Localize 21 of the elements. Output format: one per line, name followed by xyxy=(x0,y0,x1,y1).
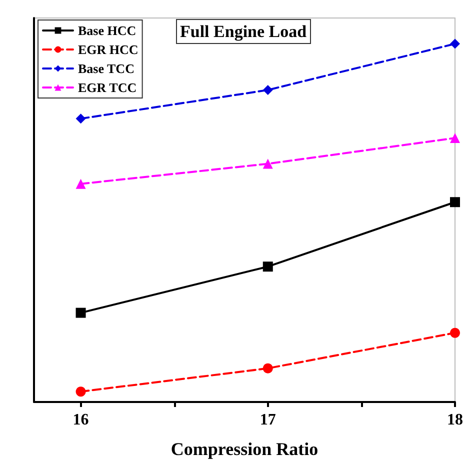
legend-label: Base TCC xyxy=(78,61,134,76)
point xyxy=(76,178,86,189)
x-axis-title: Compression Ratio xyxy=(170,439,318,459)
point xyxy=(76,386,86,397)
point xyxy=(76,308,86,318)
point xyxy=(262,85,273,95)
point xyxy=(450,133,460,143)
legend-label: EGR TCC xyxy=(78,80,137,95)
x-tick-label: 16 xyxy=(72,412,89,428)
point xyxy=(450,328,460,338)
point xyxy=(262,262,273,272)
x-tick-label: 17 xyxy=(260,412,276,428)
point xyxy=(450,38,460,49)
legend-label: EGR HCC xyxy=(78,42,138,57)
point xyxy=(76,114,86,124)
point xyxy=(450,197,460,208)
chart-title: Full Engine Load xyxy=(180,22,308,41)
point xyxy=(262,158,273,169)
point xyxy=(262,363,273,374)
legend-label: Base HCC xyxy=(78,23,136,38)
x-tick-label: 18 xyxy=(447,412,463,428)
